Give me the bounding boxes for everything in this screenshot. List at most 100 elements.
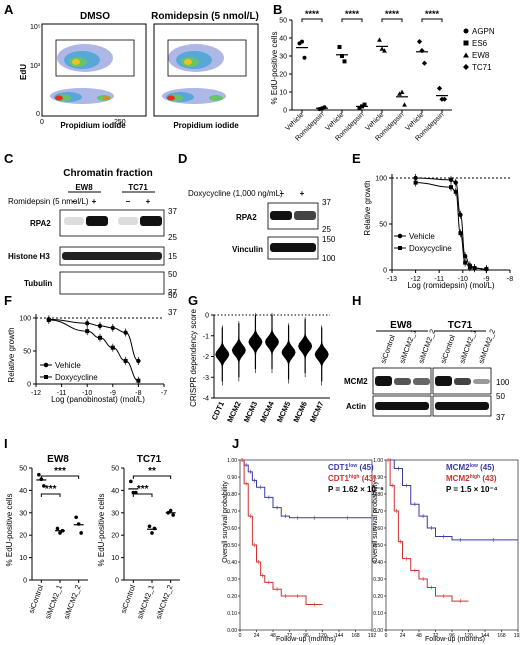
legend-marker-tc71	[463, 64, 469, 70]
x-tick-label: 120	[464, 633, 473, 639]
y-tick-label: 0.50	[227, 543, 237, 549]
panel-label-i: I	[4, 436, 8, 451]
y-tick-label: 40	[279, 36, 287, 43]
data-point-es6	[362, 102, 367, 107]
significance-bracket	[381, 18, 403, 22]
y-tick-label: 0.00	[373, 628, 383, 634]
data-point-doxycycline	[136, 378, 141, 383]
x-tick-label: -11	[434, 276, 444, 283]
pvalue-right: P = 1.5 × 10⁻⁴	[446, 485, 498, 494]
significance-bracket	[40, 493, 61, 497]
data-point-doxycycline	[472, 266, 477, 271]
data-point-es6	[357, 106, 362, 111]
blot-h-label-mcm2: MCM2	[344, 377, 368, 386]
y-tick-label: 50	[279, 18, 287, 25]
y-tick-label: 50	[23, 349, 31, 356]
blot-h-mcm2	[372, 367, 492, 395]
y-tick-label: 0.90	[227, 475, 237, 481]
legend-marker-doxycycline	[398, 246, 402, 250]
significance-label: ****	[305, 9, 320, 19]
survival-curve-low	[386, 459, 518, 541]
y-tick-label: -1	[203, 333, 209, 340]
x-tick-label: 96	[449, 633, 455, 639]
blot-c-rpa2	[59, 209, 165, 237]
x-tick-label: -8	[507, 276, 513, 283]
flow-gate-romidepsin	[167, 39, 247, 77]
x-tick-label: 144	[335, 633, 344, 639]
survival-curve-high	[240, 459, 323, 605]
chart-i-right-title: TC71	[137, 454, 162, 465]
data-point-vehicle	[136, 358, 141, 364]
data-point-ew8	[379, 46, 385, 51]
curve-vehicle	[48, 318, 139, 362]
blot-d-mw-37: 37	[322, 198, 331, 207]
survival-curve-high	[386, 459, 469, 602]
blot-d-vinculin	[267, 236, 319, 260]
blot-c-histone	[59, 246, 165, 266]
data-point-vehicle	[123, 330, 128, 335]
blot-c-mw-15: 15	[168, 252, 177, 261]
x-tick-label: MCM3	[242, 400, 259, 424]
y-tick-label: 30	[111, 510, 119, 517]
x-tick-label: siMCM2_1	[43, 584, 64, 621]
lane-label: siMCM2_1	[397, 328, 418, 365]
data-point-doxycycline	[123, 358, 128, 363]
lane-label: siControl	[378, 333, 397, 364]
y-tick-label: 40	[111, 488, 119, 495]
significance-bracket	[132, 475, 172, 479]
data-point	[76, 522, 81, 526]
panel-f-stray-37: 37	[168, 308, 177, 317]
data-point	[168, 508, 173, 513]
blot-d-sign-1: –	[280, 189, 285, 198]
panel-label-g: G	[188, 293, 198, 308]
panel-label-c: C	[4, 151, 14, 166]
y-tick-label: -3	[203, 375, 209, 382]
x-tick-label: 72	[287, 633, 293, 639]
legend-label-ew8: EW8	[472, 51, 490, 60]
x-tick-label: MCM6	[291, 400, 308, 424]
x-tick-label: 72	[433, 633, 439, 639]
x-tick-label: siMCM2_2	[62, 584, 83, 621]
y-tick-label: 0.40	[227, 560, 237, 566]
significance-bracket	[132, 493, 153, 497]
y-tick-label: 1.00	[227, 458, 237, 464]
legend-marker-agpn	[463, 28, 469, 34]
data-point-ew8	[402, 102, 407, 107]
data-point	[74, 515, 78, 520]
y-tick-label: 0.40	[373, 560, 383, 566]
flow-title-romidepsin: Romidepsin (5 nmol/L)	[151, 11, 259, 22]
significance-bracket	[301, 18, 323, 22]
chart-j-left-xlabel: Follow-up (months)	[276, 636, 336, 643]
blot-d-label-rpa2: RPA2	[236, 213, 257, 222]
data-point-ew8	[397, 91, 402, 96]
legend-low-right: MCM2low (45)	[446, 463, 495, 472]
data-point-doxycycline	[484, 267, 489, 272]
y-tick-label: 0.30	[373, 577, 383, 583]
panel-label-e: E	[352, 151, 361, 166]
y-tick-label: 0.80	[373, 492, 383, 498]
data-point-es6	[342, 59, 347, 64]
y-tick-label: 0.70	[373, 509, 383, 515]
chart-j-right-ylabel: Overall survival probability	[372, 481, 379, 563]
x-tick-label: -10	[458, 276, 468, 283]
lane-label: siMCM2_1	[457, 328, 478, 365]
x-tick-label: MCM2	[225, 400, 242, 424]
y-tick-label: -4	[203, 396, 209, 403]
blot-c-sign-2: +	[92, 197, 97, 206]
flow-ytick-top: 10⁵	[30, 24, 41, 31]
blot-c-mw-25: 25	[168, 233, 177, 242]
blot-c-tubulin	[59, 271, 165, 295]
x-tick-label: siMCM2_1	[135, 584, 156, 621]
chart-f: -12 -11 -10 -9 -8 -7 0 50 100	[19, 314, 167, 397]
x-tick-label: CDT1	[210, 400, 226, 422]
x-tick-label: 48	[270, 633, 276, 639]
blot-c-line-tc71: TC71	[128, 183, 148, 192]
data-point-doxycycline	[458, 231, 463, 236]
legend-label-doxycycline: Doxycycline	[409, 244, 452, 253]
blot-c-mw-50: 50	[168, 270, 177, 279]
chart-f-xlabel: Log (panobinostat) (mol/L)	[51, 395, 145, 404]
y-tick-label: 100	[19, 316, 31, 323]
y-tick-label: 50	[379, 222, 387, 229]
x-tick-label: siControl	[27, 583, 46, 614]
